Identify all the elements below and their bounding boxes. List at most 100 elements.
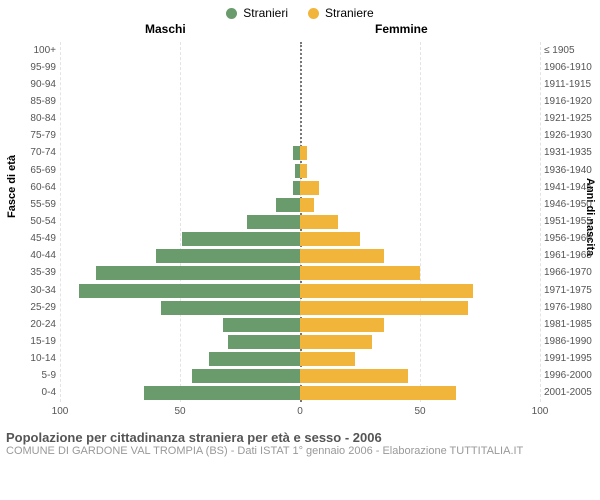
x-tick: 50	[414, 406, 425, 417]
pyramid-row	[60, 76, 540, 93]
age-label: 30-34	[18, 284, 56, 297]
age-label: 25-29	[18, 301, 56, 314]
bar-female	[300, 164, 307, 178]
birth-year-label: 2001-2005	[544, 386, 599, 399]
bar-male	[276, 198, 300, 212]
bar-female	[300, 249, 384, 263]
age-label: 35-39	[18, 266, 56, 279]
bar-female	[300, 284, 473, 298]
pyramid-row	[60, 145, 540, 162]
legend-item-female: Straniere	[308, 6, 374, 20]
birth-year-label: 1906-1910	[544, 61, 599, 74]
chart-title: Popolazione per cittadinanza straniera p…	[6, 430, 594, 445]
age-label: 90-94	[18, 78, 56, 91]
birth-year-label: 1951-1955	[544, 215, 599, 228]
birth-year-label: 1966-1970	[544, 266, 599, 279]
bar-female	[300, 369, 408, 383]
pyramid-row	[60, 196, 540, 213]
pyramid-row	[60, 248, 540, 265]
bar-male	[223, 318, 300, 332]
birth-year-label: 1991-1995	[544, 352, 599, 365]
y-axis-title-left: Fasce di età	[6, 155, 18, 218]
bar-male	[96, 266, 300, 280]
plot-area	[60, 42, 540, 402]
bar-male	[293, 146, 300, 160]
birth-year-label: 1986-1990	[544, 335, 599, 348]
bar-female	[300, 181, 319, 195]
legend: Stranieri Straniere	[0, 0, 600, 22]
age-label: 15-19	[18, 335, 56, 348]
bar-female	[300, 301, 468, 315]
age-label: 20-24	[18, 318, 56, 331]
pyramid-chart: Fasce di età Anni di nascita 10050050100…	[0, 38, 600, 428]
birth-year-label: 1931-1935	[544, 146, 599, 159]
age-label: 80-84	[18, 112, 56, 125]
pyramid-row	[60, 128, 540, 145]
age-label: 70-74	[18, 146, 56, 159]
birth-year-label: 1916-1920	[544, 95, 599, 108]
age-label: 10-14	[18, 352, 56, 365]
age-label: 100+	[18, 44, 56, 57]
pyramid-row	[60, 42, 540, 59]
header-female: Femmine	[375, 22, 428, 36]
bar-male	[247, 215, 300, 229]
header-male: Maschi	[145, 22, 186, 36]
birth-year-label: ≤ 1905	[544, 44, 599, 57]
age-label: 85-89	[18, 95, 56, 108]
bar-male	[156, 249, 300, 263]
x-tick: 50	[174, 406, 185, 417]
birth-year-label: 1956-1960	[544, 232, 599, 245]
pyramid-row	[60, 351, 540, 368]
pyramid-row	[60, 385, 540, 402]
legend-label-male: Stranieri	[243, 6, 288, 20]
bar-rows	[60, 42, 540, 402]
chart-subtitle: COMUNE DI GARDONE VAL TROMPIA (BS) - Dat…	[6, 445, 594, 457]
age-label: 95-99	[18, 61, 56, 74]
x-axis: 10050050100	[60, 406, 540, 424]
pyramid-row	[60, 162, 540, 179]
age-label: 40-44	[18, 249, 56, 262]
birth-year-label: 1981-1985	[544, 318, 599, 331]
gridline	[540, 42, 541, 402]
pyramid-row	[60, 368, 540, 385]
pyramid-row	[60, 111, 540, 128]
pyramid-row	[60, 93, 540, 110]
pyramid-row	[60, 213, 540, 230]
birth-year-label: 1961-1965	[544, 249, 599, 262]
birth-year-label: 1926-1930	[544, 129, 599, 142]
bar-female	[300, 146, 307, 160]
pyramid-row	[60, 333, 540, 350]
pyramid-row	[60, 299, 540, 316]
bar-male	[293, 181, 300, 195]
column-headers: Maschi Femmine	[0, 22, 600, 38]
x-tick: 0	[297, 406, 303, 417]
legend-item-male: Stranieri	[226, 6, 288, 20]
birth-year-label: 1911-1915	[544, 78, 599, 91]
bar-male	[161, 301, 300, 315]
bar-male	[228, 335, 300, 349]
bar-female	[300, 318, 384, 332]
pyramid-row	[60, 282, 540, 299]
birth-year-label: 1946-1950	[544, 198, 599, 211]
bar-female	[300, 215, 338, 229]
age-label: 60-64	[18, 181, 56, 194]
bar-male	[192, 369, 300, 383]
bar-male	[209, 352, 300, 366]
birth-year-label: 1941-1945	[544, 181, 599, 194]
bar-male	[144, 386, 300, 400]
bar-female	[300, 352, 355, 366]
age-label: 75-79	[18, 129, 56, 142]
bar-female	[300, 198, 314, 212]
age-label: 45-49	[18, 232, 56, 245]
age-label: 50-54	[18, 215, 56, 228]
age-label: 0-4	[18, 386, 56, 399]
legend-label-female: Straniere	[325, 6, 374, 20]
pyramid-row	[60, 316, 540, 333]
bar-male	[182, 232, 300, 246]
bar-female	[300, 232, 360, 246]
pyramid-row	[60, 231, 540, 248]
bar-female	[300, 386, 456, 400]
pyramid-row	[60, 179, 540, 196]
legend-swatch-male	[226, 8, 237, 19]
age-label: 65-69	[18, 164, 56, 177]
